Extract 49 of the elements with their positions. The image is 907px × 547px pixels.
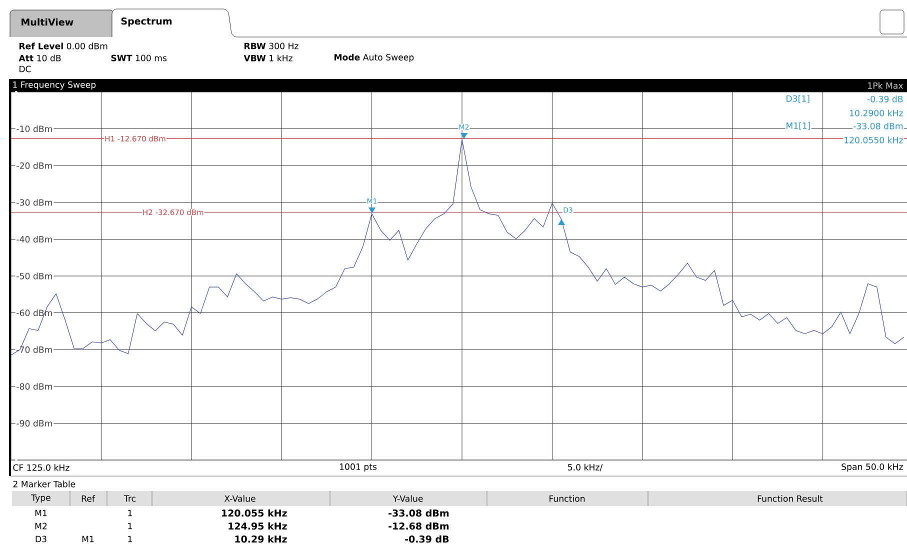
text: 5.0 kHz/	[568, 464, 603, 472]
text: 124.95 kHz	[228, 522, 287, 530]
text: Spectrum	[121, 17, 172, 27]
y-tick-label: -30 dBm	[16, 199, 52, 206]
text: M2	[35, 522, 47, 530]
text: Span 50.0 kHz	[842, 463, 903, 472]
text: 1Pk Max	[868, 82, 904, 89]
annotation: M1[1]	[786, 122, 810, 130]
text: D3	[36, 536, 46, 542]
y-tick-label: -50 dBm	[16, 272, 52, 280]
annotation: D3[1]	[786, 95, 810, 103]
text: Att 10 dB	[18, 54, 61, 62]
text: Trc	[124, 495, 136, 502]
text: 1	[128, 510, 132, 516]
text: Mode Auto Sweep	[334, 54, 414, 62]
text: Ref	[82, 495, 96, 502]
y-tick-label: -90 dBm	[16, 420, 52, 427]
annotation: -0.39 dB	[867, 96, 903, 102]
y-tick-label: -80 dBm	[16, 383, 52, 390]
annotation: -33.08 dBm	[854, 122, 903, 130]
chart-title: 1 Frequency Sweep	[13, 81, 96, 90]
text: Type	[31, 494, 50, 503]
text: 1	[128, 536, 132, 542]
text: 2 Marker Table	[13, 480, 76, 488]
y-tick-label: -20 dBm	[16, 162, 52, 169]
text: VBW 1 kHz	[244, 54, 292, 62]
text: -12.68 dBm	[388, 522, 449, 530]
text: Function Result	[758, 495, 823, 502]
annotation: 120.0550 kHz	[844, 136, 903, 144]
text: X-Value	[224, 495, 256, 502]
text: MultiView	[22, 18, 74, 26]
text: 10.29 kHz	[235, 535, 287, 543]
text: M1	[35, 510, 47, 516]
text: RBW 300 Hz	[244, 42, 298, 50]
text: 120.055 kHz	[222, 509, 287, 517]
text: -0.39 dB	[405, 535, 449, 543]
y-tick-label: -40 dBm	[16, 236, 52, 243]
text: Y-Value	[392, 495, 423, 502]
text: Ref Level 0.00 dBm	[19, 42, 108, 50]
y-tick-label: -10 dBm	[16, 125, 52, 132]
text: 1	[128, 522, 132, 530]
text: M1	[82, 536, 94, 542]
text: 1001 pts	[340, 463, 377, 472]
text: DC	[20, 66, 31, 72]
annotation: 10.2900 kHz	[850, 110, 903, 116]
text: SWT 100 ms	[111, 54, 167, 62]
text: Function	[550, 495, 585, 502]
text: CF 125.0 kHz	[13, 464, 70, 471]
text: -33.08 dBm	[388, 509, 449, 517]
